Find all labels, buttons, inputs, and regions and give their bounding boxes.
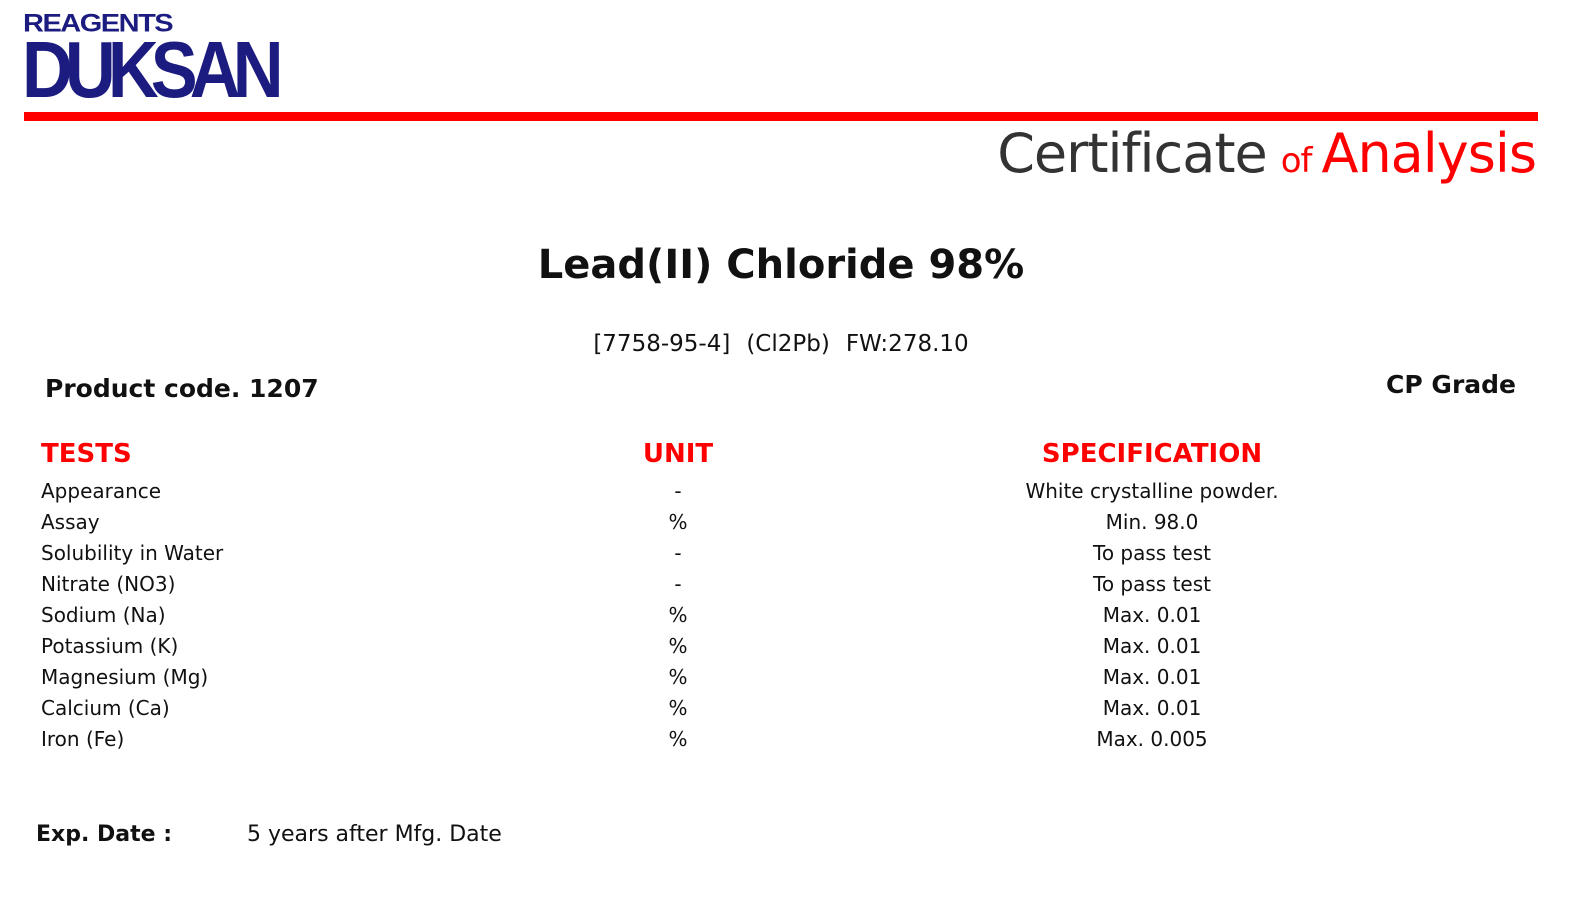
table-row: Potassium (K)% Max. 0.01: [0, 634, 1574, 665]
test-specification: Min. 98.0: [1105, 510, 1199, 534]
formula: (Cl2Pb): [746, 331, 830, 357]
table-row: Sodium (Na)% Max. 0.01: [0, 603, 1574, 634]
table-row: Solubility in Water - To pass test: [0, 541, 1574, 572]
heading-certificate: Certificate: [997, 122, 1267, 185]
header-unit: UNIT: [642, 439, 714, 469]
table-row: Calcium (Ca)% Max. 0.01: [0, 696, 1574, 727]
test-unit: %: [668, 634, 688, 658]
test-name: Calcium (Ca): [41, 696, 170, 720]
cas-number: [7758-95-4]: [593, 331, 731, 357]
heading-analysis: Analysis: [1321, 122, 1537, 185]
certificate-heading: Certificate of Analysis: [997, 122, 1537, 185]
table-row: Magnesium (Mg)% Max. 0.01: [0, 665, 1574, 696]
header-tests: TESTS: [41, 439, 132, 469]
exp-date-label: Exp. Date :: [36, 822, 172, 847]
test-unit: -: [674, 541, 682, 565]
table-row: Nitrate (NO3) - To pass test: [0, 572, 1574, 603]
header-divider: [24, 112, 1538, 121]
test-specification: Max. 0.01: [1102, 696, 1202, 720]
test-specification: To pass test: [1093, 541, 1211, 565]
table-row: Iron (Fe)% Max. 0.005: [0, 727, 1574, 758]
test-specification: Max. 0.01: [1102, 603, 1202, 627]
exp-date-value: 5 years after Mfg. Date: [247, 822, 502, 847]
test-name: Assay: [41, 510, 100, 534]
test-unit: %: [668, 510, 688, 534]
product-grade: CP Grade: [1386, 370, 1516, 399]
table-row: Assay% Min. 98.0: [0, 510, 1574, 541]
test-unit: %: [668, 696, 688, 720]
header-specification: SPECIFICATION: [1041, 439, 1263, 469]
test-unit: %: [668, 727, 688, 751]
test-name: Potassium (K): [41, 634, 179, 658]
test-unit: -: [674, 479, 682, 503]
test-unit: %: [668, 603, 688, 627]
test-unit: %: [668, 665, 688, 689]
test-name: Iron (Fe): [41, 727, 125, 751]
formula-weight: FW:278.10: [845, 331, 969, 357]
test-specification: Max. 0.01: [1102, 634, 1202, 658]
test-specification: Max. 0.01: [1102, 665, 1202, 689]
logo-reagents: REAGENTS: [23, 10, 174, 38]
test-name: Appearance: [41, 479, 162, 503]
test-name: Nitrate (NO3): [41, 572, 176, 596]
test-specification: White crystalline powder.: [1025, 479, 1279, 503]
logo-duksan: DUKSAN: [22, 25, 284, 114]
test-name: Magnesium (Mg): [41, 665, 209, 689]
table-row: Appearance - White crystalline powder.: [0, 479, 1574, 510]
test-specification: Max. 0.005: [1096, 727, 1208, 751]
test-specification: To pass test: [1093, 572, 1211, 596]
test-name: Sodium (Na): [41, 603, 166, 627]
test-name: Solubility in Water: [41, 541, 224, 565]
product-code: Product code. 1207: [45, 374, 319, 403]
heading-of: of: [1280, 141, 1313, 181]
product-identifiers: [7758-95-4] (Cl2Pb) FW:278.10: [0, 331, 1562, 357]
product-name: Lead(II) Chloride 98%: [537, 242, 1025, 288]
test-unit: -: [674, 572, 682, 596]
